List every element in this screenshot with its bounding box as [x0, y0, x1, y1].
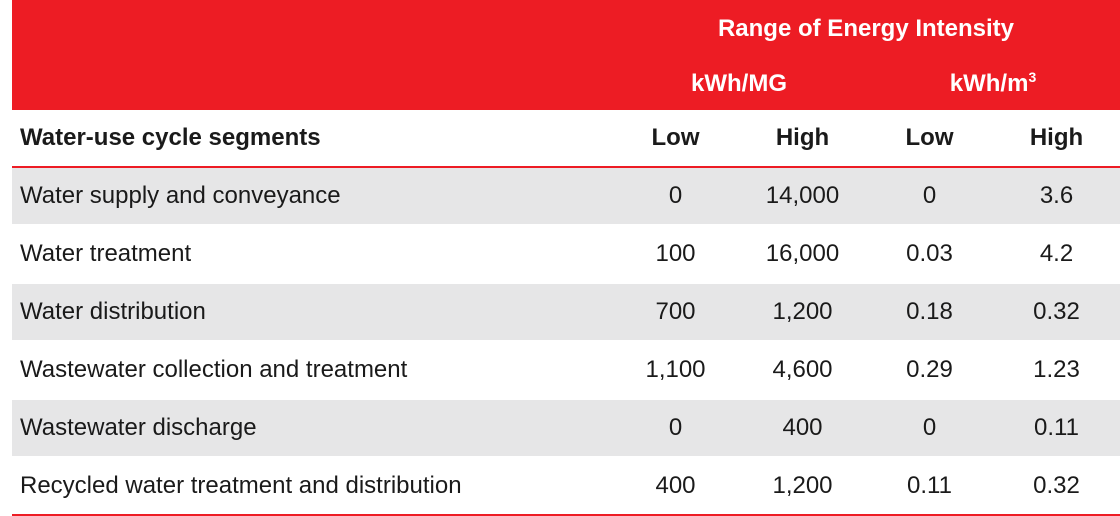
high-m3-cell: 3.6: [993, 167, 1120, 226]
low-mg-column-header: Low: [612, 110, 739, 168]
unit-kwh-per-m3-base: kWh/m: [949, 70, 1029, 97]
high-m3-cell: 0.32: [993, 283, 1120, 342]
unit-kwh-per-m3-superscript: 3: [1028, 69, 1037, 85]
low-m3-cell: 0: [866, 167, 993, 226]
header-row-group: Range of Energy Intensity: [12, 0, 1120, 58]
high-mg-cell: 14,000: [739, 167, 866, 226]
segment-cell: Wastewater collection and treatment: [12, 341, 612, 400]
header-row-units: kWh/MG kWh/m3: [12, 58, 1120, 110]
table-row: Wastewater discharge 0 400 0 0.11: [12, 399, 1120, 458]
segment-cell: Wastewater discharge: [12, 399, 612, 458]
segment-column-header: Water-use cycle segments: [12, 110, 612, 168]
high-mg-cell: 1,200: [739, 457, 866, 516]
low-mg-cell: 1,100: [612, 341, 739, 400]
high-m3-cell: 0.32: [993, 457, 1120, 516]
header-blank-cell: [12, 0, 612, 58]
low-m3-cell: 0: [866, 399, 993, 458]
table-row: Recycled water treatment and distributio…: [12, 457, 1120, 516]
high-mg-column-header: High: [739, 110, 866, 168]
segment-cell: Water supply and conveyance: [12, 167, 612, 226]
table-row: Water supply and conveyance 0 14,000 0 3…: [12, 167, 1120, 226]
high-m3-cell: 0.11: [993, 399, 1120, 458]
high-mg-cell: 400: [739, 399, 866, 458]
table-row: Wastewater collection and treatment 1,10…: [12, 341, 1120, 400]
high-m3-cell: 1.23: [993, 341, 1120, 400]
low-mg-cell: 700: [612, 283, 739, 342]
segment-cell: Water distribution: [12, 283, 612, 342]
low-m3-cell: 0.03: [866, 225, 993, 284]
low-mg-cell: 0: [612, 399, 739, 458]
segment-cell: Water treatment: [12, 225, 612, 284]
table-row: Water distribution 700 1,200 0.18 0.32: [12, 283, 1120, 342]
high-mg-cell: 16,000: [739, 225, 866, 284]
high-m3-column-header: High: [993, 110, 1120, 168]
high-m3-cell: 4.2: [993, 225, 1120, 284]
segment-cell: Recycled water treatment and distributio…: [12, 457, 612, 516]
energy-intensity-table: Range of Energy Intensity kWh/MG kWh/m3 …: [12, 0, 1120, 516]
high-mg-cell: 1,200: [739, 283, 866, 342]
unit-kwh-per-mg-header: kWh/MG: [612, 58, 866, 110]
column-header-row: Water-use cycle segments Low High Low Hi…: [12, 110, 1120, 168]
low-m3-column-header: Low: [866, 110, 993, 168]
low-m3-cell: 0.18: [866, 283, 993, 342]
table-row: Water treatment 100 16,000 0.03 4.2: [12, 225, 1120, 284]
low-mg-cell: 0: [612, 167, 739, 226]
low-m3-cell: 0.29: [866, 341, 993, 400]
high-mg-cell: 4,600: [739, 341, 866, 400]
low-mg-cell: 100: [612, 225, 739, 284]
range-of-energy-intensity-header: Range of Energy Intensity: [612, 0, 1120, 58]
unit-kwh-per-m3-header: kWh/m3: [866, 58, 1120, 110]
energy-intensity-table-container: Range of Energy Intensity kWh/MG kWh/m3 …: [12, 0, 1120, 516]
header-blank-cell: [12, 58, 612, 110]
low-mg-cell: 400: [612, 457, 739, 516]
low-m3-cell: 0.11: [866, 457, 993, 516]
